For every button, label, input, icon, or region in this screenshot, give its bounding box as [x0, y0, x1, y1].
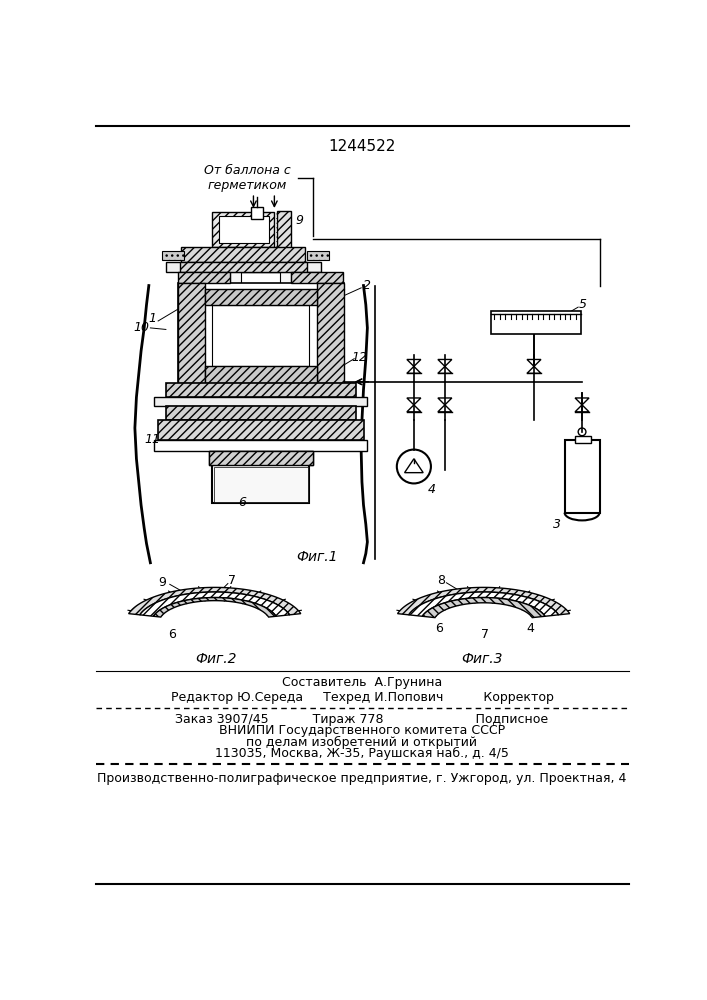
Bar	[251, 207, 263, 219]
Bar	[307, 251, 329, 260]
Bar	[180, 262, 307, 272]
Bar	[212, 305, 309, 366]
Text: Фиг.1: Фиг.1	[296, 550, 338, 564]
Circle shape	[345, 422, 357, 434]
Text: 1: 1	[148, 312, 156, 325]
Bar	[177, 272, 230, 283]
Bar	[158, 420, 363, 440]
Text: 2: 2	[363, 279, 371, 292]
Polygon shape	[397, 587, 570, 615]
Text: 8: 8	[215, 212, 223, 225]
Bar	[317, 283, 344, 383]
Text: 4: 4	[428, 483, 436, 496]
Bar	[182, 247, 305, 262]
Text: 9: 9	[296, 214, 303, 227]
Bar	[280, 272, 291, 395]
Bar	[241, 272, 280, 395]
Bar	[177, 283, 344, 383]
Bar	[204, 289, 317, 305]
Text: 5: 5	[579, 298, 587, 311]
Text: Фиг.3: Фиг.3	[462, 652, 503, 666]
Text: Составитель  А.Грунина: Составитель А.Грунина	[282, 676, 442, 689]
Bar	[575, 436, 590, 443]
Circle shape	[578, 428, 586, 436]
Bar	[218, 216, 269, 243]
Bar	[162, 251, 184, 260]
Bar	[204, 366, 317, 383]
Polygon shape	[140, 592, 290, 616]
Bar	[491, 311, 580, 334]
Polygon shape	[422, 598, 545, 618]
Bar	[212, 212, 274, 247]
Text: 6: 6	[238, 496, 246, 509]
Bar	[212, 465, 309, 503]
Text: 1244522: 1244522	[328, 139, 396, 154]
Text: 7: 7	[228, 574, 235, 587]
Polygon shape	[153, 598, 276, 617]
Text: 11: 11	[144, 433, 160, 446]
Bar	[154, 397, 368, 406]
Text: по делам изобретений и открытий: по делам изобретений и открытий	[247, 736, 477, 749]
Text: 7: 7	[481, 628, 489, 641]
Bar	[209, 451, 313, 465]
Bar	[565, 440, 600, 513]
Text: Редактор Ю.Середа     Техред И.Попович          Корректор: Редактор Ю.Середа Техред И.Попович Корре…	[170, 691, 554, 704]
Circle shape	[168, 425, 175, 431]
Text: Фиг.2: Фиг.2	[196, 652, 237, 666]
Bar	[166, 262, 321, 272]
Bar	[166, 406, 356, 420]
Text: 6: 6	[168, 628, 176, 641]
Polygon shape	[409, 592, 559, 616]
Bar	[291, 272, 344, 283]
Bar	[166, 383, 356, 397]
Circle shape	[348, 425, 354, 431]
Bar	[209, 451, 313, 465]
Text: 6: 6	[436, 622, 443, 635]
Text: 113035, Москва, Ж-35, Раушская наб., д. 4/5: 113035, Москва, Ж-35, Раушская наб., д. …	[215, 747, 509, 760]
Text: 8: 8	[437, 574, 445, 587]
Text: 4: 4	[526, 622, 534, 635]
Bar	[214, 466, 308, 502]
Text: ВНИИПИ Государственного комитета СССР: ВНИИПИ Государственного комитета СССР	[219, 724, 505, 737]
Text: Производственно-полиграфическое предприятие, г. Ужгород, ул. Проектная, 4: Производственно-полиграфическое предприя…	[98, 772, 626, 785]
Text: 3: 3	[552, 518, 561, 531]
Text: От баллона с
герметиком: От баллона с герметиком	[204, 164, 291, 192]
Text: 10: 10	[133, 321, 149, 334]
Bar	[276, 211, 291, 249]
Text: 9: 9	[158, 576, 166, 588]
Bar	[177, 283, 204, 383]
Polygon shape	[129, 587, 300, 615]
Circle shape	[165, 422, 177, 434]
Text: Заказ 3907/45           Тираж 778                       Подписное: Заказ 3907/45 Тираж 778 Подписное	[175, 713, 549, 726]
Bar	[230, 272, 241, 395]
Circle shape	[397, 450, 431, 483]
Text: 12: 12	[351, 351, 368, 364]
Bar	[154, 440, 368, 451]
